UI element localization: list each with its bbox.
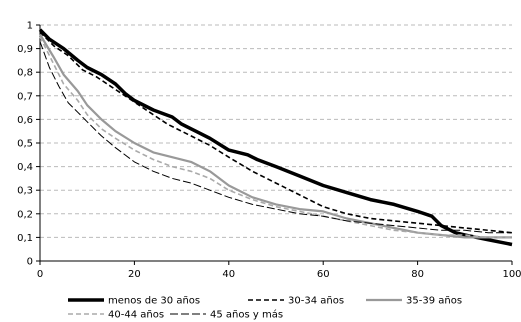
x-tick-label: 100 (502, 269, 521, 280)
series-line-4 (39, 41, 512, 234)
x-tick-label: 0 (37, 269, 43, 280)
y-tick-label: 0,2 (17, 209, 33, 220)
series-line-3 (39, 36, 512, 239)
y-tick-label: 0,7 (17, 91, 33, 102)
grid (40, 24, 512, 238)
series-line-1 (39, 31, 513, 234)
y-tick-label: 0,1 (17, 233, 33, 244)
x-tick-label: 60 (317, 269, 330, 280)
legend-label: 35-39 años (406, 296, 462, 307)
legend-label: 30-34 años (288, 296, 344, 307)
y-tick-label: 0,5 (17, 139, 33, 150)
legend-label: menos de 30 años (108, 296, 200, 307)
y-tick-label: 0 (27, 257, 33, 268)
series-line-0 (38, 28, 513, 247)
x-tick-label: 20 (128, 269, 141, 280)
y-tick-label: 0,9 (17, 44, 33, 55)
y-tick-label: 0,4 (17, 162, 33, 173)
y-tick-label: 0,3 (17, 186, 33, 197)
legend-label: 40-44 años (108, 310, 164, 321)
axes: 0 0,1 0,2 0,3 0,4 0,5 0,6 0,7 0,8 0,9 1 0 20 40 60 80 10… (17, 21, 521, 281)
series-group (38, 28, 513, 247)
y-tick-label: 0,8 (17, 68, 33, 79)
legend: menos de 30 años 30-34 años 35-39 años 40-4… (68, 296, 462, 321)
x-tick-label: 40 (222, 269, 235, 280)
y-tick-label: 1 (27, 21, 33, 32)
x-tick-label: 80 (411, 269, 424, 280)
legend-label: 45 años y más (210, 309, 283, 321)
y-tick-label: 0,6 (17, 115, 33, 126)
